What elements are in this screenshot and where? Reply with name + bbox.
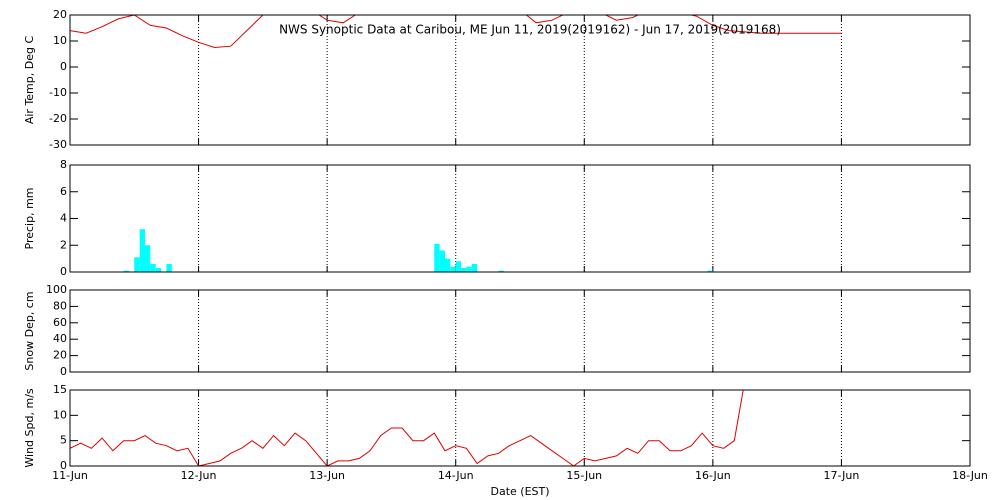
y-axis-label: Wind Spd, m/s xyxy=(23,388,36,468)
y-tick-label: 5 xyxy=(60,434,67,447)
x-axis-label: Date (EST) xyxy=(490,485,549,498)
y-tick-label: 0 xyxy=(60,365,67,378)
bar xyxy=(466,266,472,272)
y-tick-label: 0 xyxy=(60,265,67,278)
panel-frame xyxy=(69,164,971,273)
x-tick-label: 12-Jun xyxy=(181,469,217,482)
x-tick-label: 17-Jun xyxy=(824,469,860,482)
y-tick-label: 100 xyxy=(46,283,67,296)
x-tick-label: 16-Jun xyxy=(695,469,731,482)
bar xyxy=(455,261,462,272)
bar xyxy=(150,263,156,272)
bar xyxy=(434,243,440,272)
bar xyxy=(461,267,467,272)
panel-frame xyxy=(69,289,971,373)
bar xyxy=(123,270,129,272)
y-axis-label: Precip, mm xyxy=(23,188,36,250)
y-axis-label: Snow Dep, cm xyxy=(23,291,36,370)
plot-area xyxy=(123,229,713,272)
bar xyxy=(445,258,451,272)
x-tick-label: 14-Jun xyxy=(438,469,474,482)
bar xyxy=(155,267,162,272)
line xyxy=(70,390,744,466)
bar xyxy=(450,266,456,272)
bar xyxy=(498,270,504,272)
y-axis-label: Air Temp, Deg C xyxy=(23,36,36,125)
panel-frame xyxy=(69,389,971,467)
y-tick-label: 2 xyxy=(60,238,67,251)
y-tick-label: 15 xyxy=(53,383,67,396)
panel-frame xyxy=(69,14,971,146)
y-tick-label: 20 xyxy=(53,349,67,362)
y-tick-label: 8 xyxy=(60,158,67,171)
y-tick-label: 40 xyxy=(53,332,67,345)
y-tick-label: 6 xyxy=(60,185,67,198)
bar xyxy=(134,257,140,272)
plot-area xyxy=(70,15,842,49)
y-tick-label: 10 xyxy=(53,408,67,421)
bar xyxy=(707,270,713,272)
y-tick-label: 20 xyxy=(53,8,67,21)
y-tick-label: -10 xyxy=(49,86,67,99)
x-tick-label: 11-Jun xyxy=(52,469,88,482)
line xyxy=(70,15,842,49)
x-tick-label: 13-Jun xyxy=(309,469,345,482)
y-tick-label: -30 xyxy=(49,138,67,151)
plot-area xyxy=(70,390,744,466)
bar xyxy=(145,245,151,272)
y-tick-label: 4 xyxy=(60,212,67,225)
bar xyxy=(439,250,445,272)
x-tick-label: 18-Jun xyxy=(952,469,988,482)
bar xyxy=(471,263,478,272)
y-tick-label: 80 xyxy=(53,299,67,312)
y-tick-label: 60 xyxy=(53,316,67,329)
bar xyxy=(139,229,145,272)
y-tick-label: -20 xyxy=(49,112,67,125)
y-tick-label: 0 xyxy=(60,60,67,73)
x-tick-label: 15-Jun xyxy=(566,469,602,482)
chart-title: NWS Synoptic Data at Caribou, ME Jun 11,… xyxy=(279,23,781,37)
bar xyxy=(166,263,172,272)
y-tick-label: 0 xyxy=(60,459,67,472)
y-tick-label: 10 xyxy=(53,34,67,47)
